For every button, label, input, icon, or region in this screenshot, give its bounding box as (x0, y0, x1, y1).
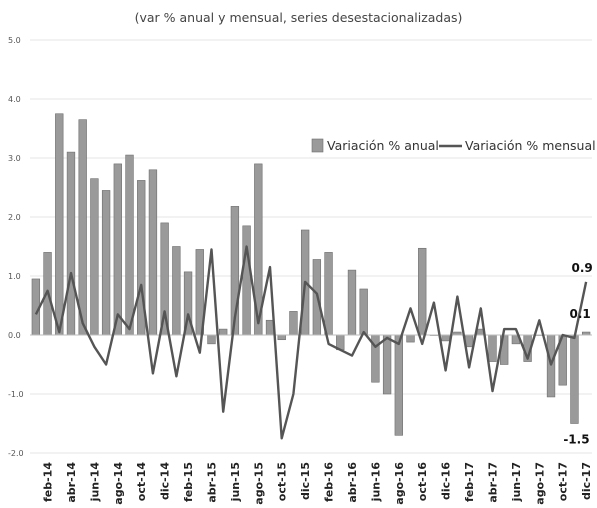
bar (277, 334, 286, 341)
gridlines (30, 39, 592, 454)
x-axis-ticks: feb-14 abr-14 jun-14 ago-14 oct-14 dic-14 feb-… (42, 462, 594, 505)
bar (242, 225, 251, 336)
x-tick-label: abr-15 (205, 462, 218, 503)
x-tick-label: abr-17 (486, 462, 499, 503)
bar (148, 169, 158, 336)
x-tick-label: feb-16 (323, 462, 336, 502)
bar (570, 334, 579, 424)
bar (125, 154, 134, 336)
bar (55, 113, 64, 336)
x-tick-label: dic-17 (580, 462, 593, 500)
bar (418, 247, 427, 336)
x-tick-label: jun-14 (88, 462, 101, 503)
bar (347, 269, 357, 336)
legend-label-anual: Variación % anual (327, 138, 439, 153)
x-tick-label: jun-16 (369, 462, 382, 503)
y-tick-label: 1.0 (8, 272, 21, 281)
x-tick-label: jun-15 (229, 462, 242, 502)
x-tick-label: ago-14 (112, 462, 125, 505)
y-tick-label: -2.0 (8, 449, 24, 458)
y-tick-label: -1.0 (8, 390, 24, 399)
x-tick-label: jun-17 (510, 462, 523, 502)
x-tick-label: oct-15 (276, 462, 289, 501)
x-tick-label: ago-16 (393, 462, 406, 505)
x-tick-label: feb-17 (463, 462, 476, 502)
bar (219, 328, 228, 336)
bar (172, 246, 181, 336)
x-tick-label: oct-14 (135, 462, 148, 502)
bar (90, 178, 99, 336)
x-tick-label: feb-14 (42, 462, 55, 502)
x-tick-label: feb-15 (182, 462, 195, 502)
bar (324, 252, 333, 336)
bar (78, 119, 87, 336)
y-tick-label: 4.0 (8, 95, 21, 104)
line-series (34, 245, 588, 440)
bar (394, 334, 403, 436)
bar (289, 311, 298, 336)
bar (546, 334, 556, 398)
bar (382, 334, 392, 395)
y-tick-label: 3.0 (8, 154, 21, 163)
y-tick-label: 5.0 (8, 36, 21, 45)
x-tick-label: abr-14 (65, 462, 78, 503)
bar (488, 334, 497, 362)
bar-series (31, 113, 591, 436)
bar (101, 190, 111, 336)
data-label: 0.9 (572, 261, 593, 275)
data-label: 0.1 (570, 307, 591, 321)
line-monthly (34, 245, 588, 440)
legend-label-mensual: Variación % mensual (465, 138, 596, 153)
bar (207, 334, 216, 345)
x-tick-label: dic-15 (299, 462, 312, 500)
bar (406, 334, 415, 343)
x-tick-label: dic-14 (159, 462, 172, 500)
legend-swatch-anual (311, 138, 324, 153)
x-tick-label: ago-17 (533, 462, 546, 505)
y-tick-label: 0.0 (8, 331, 21, 340)
chart-subtitle: (var % anual y mensual, series desestaci… (134, 10, 463, 25)
x-tick-label: oct-16 (416, 462, 429, 502)
legend: Variación % anual Variación % mensual (311, 138, 596, 153)
y-tick-label: 2.0 (8, 213, 21, 222)
x-tick-label: dic-16 (440, 462, 453, 500)
bar (359, 288, 368, 336)
x-tick-label: oct-17 (557, 462, 570, 501)
bar (113, 163, 122, 336)
x-tick-label: abr-16 (346, 462, 359, 503)
y-axis-ticks: 5.0 4.0 3.0 2.0 1.0 0.0 -1.0 -2.0 (8, 36, 24, 458)
x-tick-label: ago-15 (252, 462, 265, 505)
data-label: -1.5 (563, 433, 589, 447)
bar (441, 334, 450, 342)
bar (66, 151, 76, 336)
data-labels: 0.9 0.1 -1.5 (563, 261, 592, 447)
